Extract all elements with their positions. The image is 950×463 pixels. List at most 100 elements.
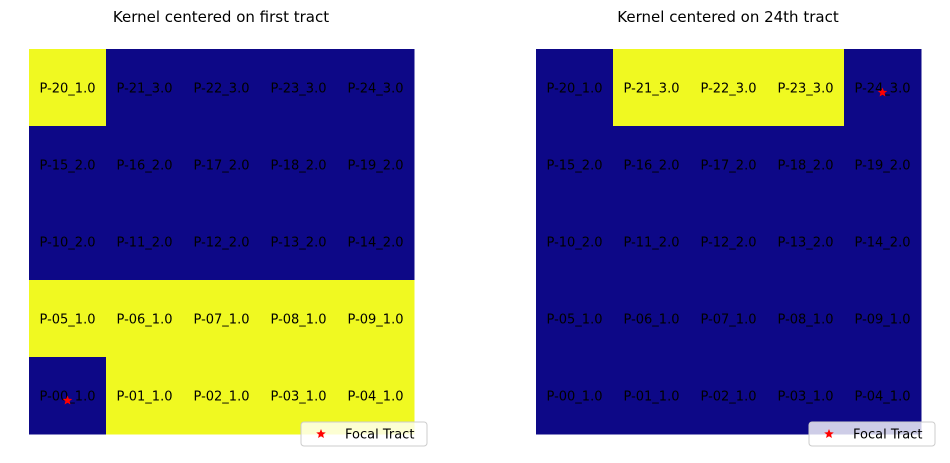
cell-label: P-23_3.0 [271,82,327,97]
heatmap-cell [183,126,261,204]
cell-label: P-06_1.0 [624,313,680,328]
cell-label: P-14_2.0 [348,236,404,251]
cell-label: P-10_2.0 [40,236,96,251]
heatmap-cell [613,357,691,435]
heatmap-cell [536,126,614,204]
heatmap-cell [106,203,184,281]
heatmap-cell [536,357,614,435]
panel-first-tract: Kernel centered on first tract P-20_1.0 P… [29,8,428,447]
heatmap-cell [337,203,415,281]
cell-label: P-05_1.0 [547,313,603,328]
cell-label: P-15_2.0 [40,159,96,174]
cell-label: P-17_2.0 [194,159,250,174]
cell-label: P-21_3.0 [117,82,173,97]
heatmap-cell [260,203,338,281]
cell-label: P-12_2.0 [701,236,757,251]
heatmap-cell [29,203,107,281]
heatmap-cell [106,280,184,358]
cell-label: P-17_2.0 [701,159,757,174]
cell-label: P-02_1.0 [701,390,757,405]
cell-label: P-19_2.0 [348,159,404,174]
legend: Focal Tract [808,421,936,447]
cell-label: P-20_1.0 [547,82,603,97]
cell-label: P-12_2.0 [194,236,250,251]
cell-label: P-09_1.0 [855,313,911,328]
cell-label: P-08_1.0 [271,313,327,328]
cell-label: P-24_3.0 [348,82,404,97]
panel-title: Kernel centered on first tract [113,8,329,26]
heatmap-cell [690,126,768,204]
heatmap-cell [29,126,107,204]
cell-label: P-23_3.0 [778,82,834,97]
heatmap-cell [690,357,768,435]
cell-label: P-16_2.0 [624,159,680,174]
heatmap-cell [106,49,184,127]
heatmap-cell [613,280,691,358]
legend-marker [824,429,834,439]
cell-label: P-19_2.0 [855,159,911,174]
cell-label: P-15_2.0 [547,159,603,174]
legend-box [300,421,428,447]
heatmap-cell [29,280,107,358]
legend: Focal Tract [300,421,428,447]
legend-label: Focal Tract [345,428,414,443]
heatmap-cells [536,49,922,435]
cell-label: P-22_3.0 [701,82,757,97]
cell-label: P-09_1.0 [348,313,404,328]
cell-label: P-06_1.0 [117,313,173,328]
cell-label: P-16_2.0 [117,159,173,174]
cell-label: P-07_1.0 [194,313,250,328]
heatmap-cell [183,49,261,127]
cell-label: P-01_1.0 [117,390,173,405]
heatmap-cell [613,49,691,127]
cell-label: P-02_1.0 [194,390,250,405]
cell-label: P-03_1.0 [271,390,327,405]
legend-marker [316,429,326,439]
heatmap-cell [844,126,922,204]
cell-label: P-04_1.0 [348,390,404,405]
heatmap-cell [690,203,768,281]
heatmap-cell [106,357,184,435]
cell-label: P-08_1.0 [778,313,834,328]
heatmap-cell [337,126,415,204]
heatmap-cell [844,203,922,281]
cell-label: P-11_2.0 [624,236,680,251]
cell-label: P-03_1.0 [778,390,834,405]
focal-markers [877,87,888,97]
cell-label: P-20_1.0 [40,82,96,97]
cell-label: P-22_3.0 [194,82,250,97]
heatmap-cell [536,49,614,127]
focal-tract-marker [877,87,888,97]
cell-label: P-01_1.0 [624,390,680,405]
cell-label: P-11_2.0 [117,236,173,251]
heatmap-cell [260,126,338,204]
heatmap-cell [260,280,338,358]
legend-box [808,421,936,447]
heatmap-cells [29,49,415,435]
heatmap-cell [844,49,922,127]
panel-title: Kernel centered on 24th tract [617,8,839,26]
heatmap-cell [337,49,415,127]
cell-label: P-18_2.0 [271,159,327,174]
heatmap-cell [844,280,922,358]
focal-tract-marker [62,395,73,405]
cell-label: P-04_1.0 [855,390,911,405]
cell-labels: P-20_1.0P-21_3.0P-22_3.0P-23_3.0P-24_3.0… [547,82,911,405]
heatmap-cell [106,126,184,204]
heatmap-cell [767,126,845,204]
heatmap-cell [690,280,768,358]
cell-labels: P-20_1.0 P-21_3.0 P-22_3.0 P-23_3.0 P-24_3.0… [40,82,404,405]
heatmap-cell [183,280,261,358]
cell-label: P-13_2.0 [271,236,327,251]
panel-24th-tract: Kernel centered on 24th tract P-20_1.0 P-… [536,8,936,447]
heatmap-cell [29,49,107,127]
cell-label: P-13_2.0 [778,236,834,251]
cell-label: P-07_1.0 [701,313,757,328]
cell-label: P-18_2.0 [778,159,834,174]
focal-markers [62,395,73,405]
heatmap-cell [767,203,845,281]
heatmap-cell [613,203,691,281]
heatmap-cell [337,280,415,358]
cell-label: P-14_2.0 [855,236,911,251]
